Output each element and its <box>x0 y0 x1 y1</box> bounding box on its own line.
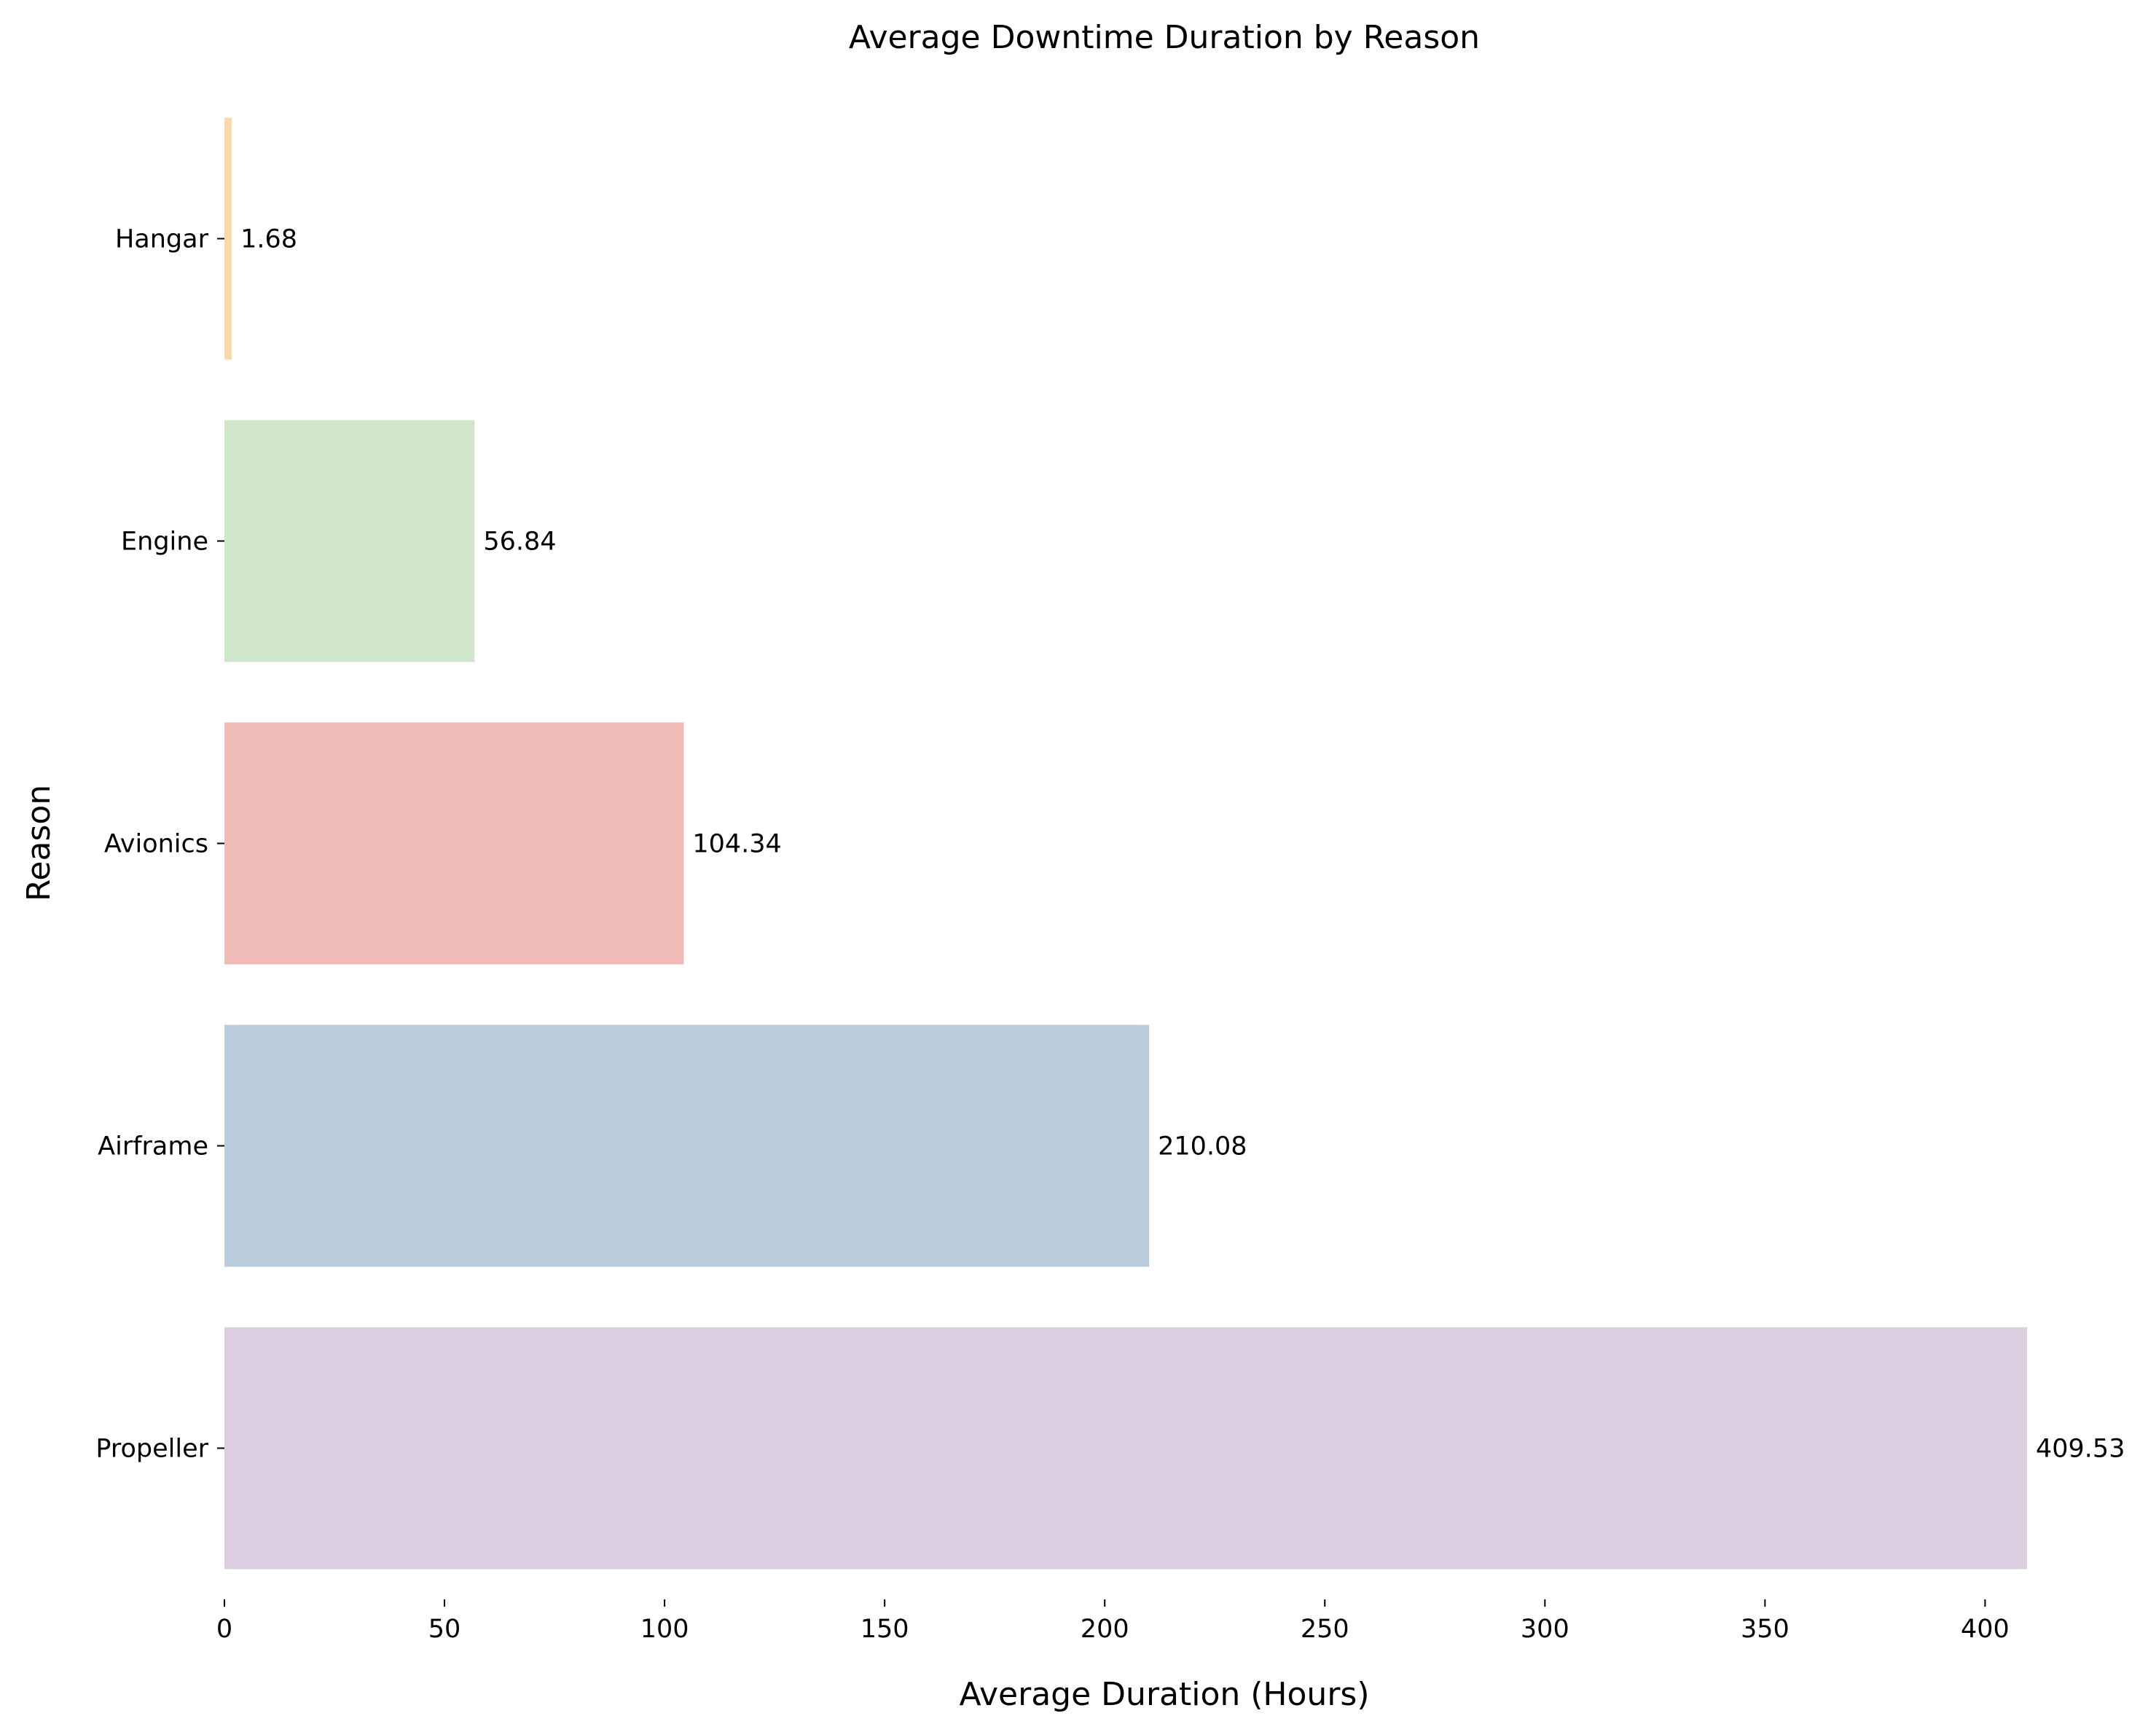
x-tick-label: 50 <box>428 1615 461 1644</box>
y-tick-label-hangar: Hangar <box>115 225 209 254</box>
x-axis-label: Average Duration (Hours) <box>960 1676 1370 1713</box>
bar-engine <box>224 420 475 662</box>
x-tick-label: 300 <box>1521 1615 1569 1644</box>
x-axis: 0 50 100 150 200 250 300 350 400 <box>216 1599 2010 1644</box>
y-tick-label-avionics: Avionics <box>104 830 208 859</box>
x-tick-label: 350 <box>1741 1615 1790 1644</box>
x-tick-label: 250 <box>1301 1615 1349 1644</box>
y-tick-label-propeller: Propeller <box>95 1435 208 1464</box>
value-label-avionics: 104.34 <box>692 830 781 859</box>
y-axis-label: Reason <box>20 785 58 901</box>
value-label-airframe: 210.08 <box>1158 1132 1247 1161</box>
bars-layer: 1.68 56.84 104.34 210.08 409.53 <box>224 117 2125 1570</box>
y-tick-label-engine: Engine <box>121 528 208 557</box>
x-tick-label: 0 <box>216 1615 232 1644</box>
value-label-hangar: 1.68 <box>240 225 297 254</box>
bar-airframe <box>224 1024 1150 1267</box>
x-tick-label: 200 <box>1081 1615 1129 1644</box>
chart-title: Average Downtime Duration by Reason <box>849 19 1480 56</box>
y-tick-label-airframe: Airframe <box>98 1132 208 1161</box>
x-tick-label: 400 <box>1961 1615 2010 1644</box>
x-tick-label: 100 <box>640 1615 689 1644</box>
bar-propeller <box>224 1327 2027 1570</box>
value-label-engine: 56.84 <box>483 528 556 557</box>
value-label-propeller: 409.53 <box>2036 1435 2125 1464</box>
y-axis: Hangar Engine Avionics Airframe Propeller <box>95 225 224 1464</box>
x-tick-label: 150 <box>861 1615 909 1644</box>
bar-hangar <box>224 117 232 360</box>
bar-avionics <box>224 722 684 965</box>
